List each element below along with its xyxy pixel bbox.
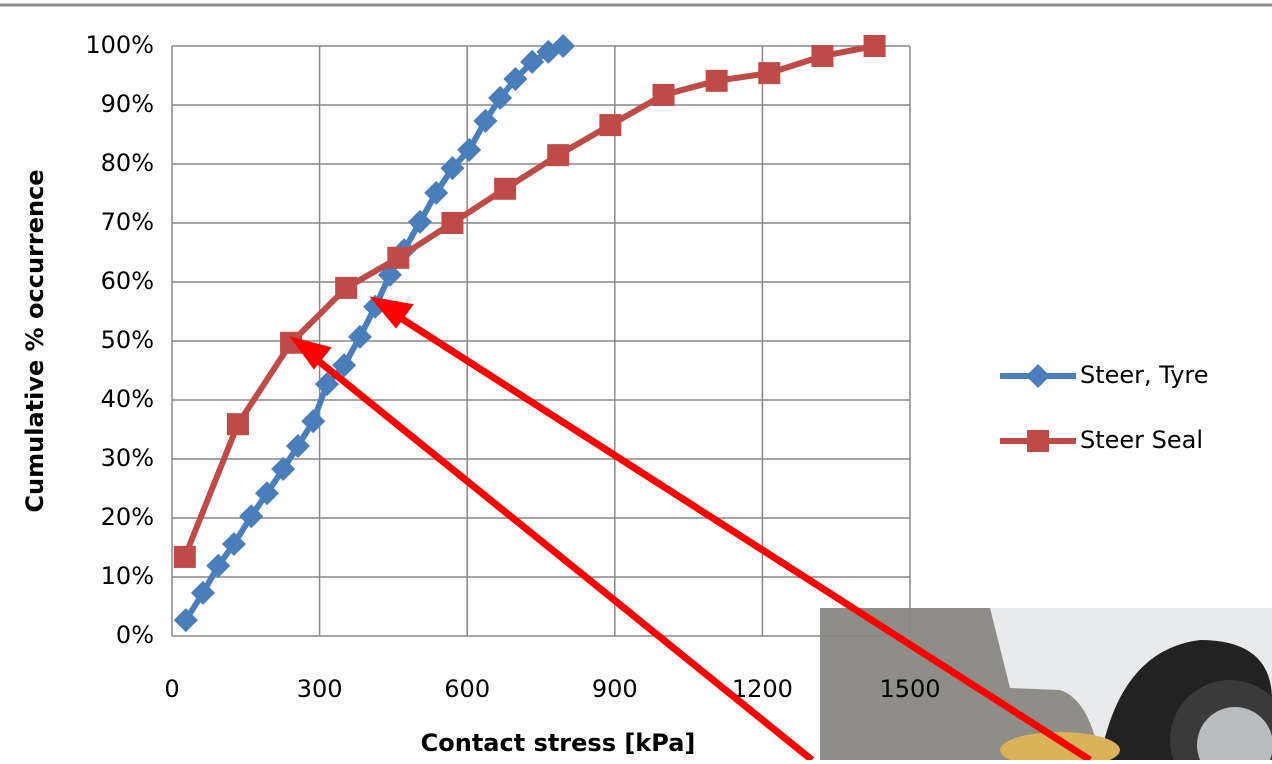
square-marker bbox=[547, 144, 570, 167]
y-tick-label: 60% bbox=[101, 267, 154, 295]
square-marker bbox=[173, 545, 196, 568]
series-line bbox=[182, 43, 876, 559]
plot-area: 0% 10% 20% 30% 40% 50% 60% 70% 80% 90% 100% 0 300 600… bbox=[85, 31, 1208, 703]
square-marker bbox=[811, 45, 834, 68]
y-tick-label: 80% bbox=[101, 149, 154, 177]
diamond-marker bbox=[440, 156, 465, 181]
y-tick-label: 70% bbox=[101, 208, 154, 236]
diamond-marker bbox=[332, 353, 357, 378]
diamond-marker bbox=[488, 85, 513, 110]
square-marker bbox=[758, 62, 781, 85]
diamond-marker bbox=[173, 608, 198, 633]
square-marker bbox=[387, 246, 410, 269]
diamond-marker bbox=[314, 372, 339, 397]
square-marker bbox=[494, 177, 517, 200]
diamond-marker bbox=[239, 504, 264, 529]
annotation-arrows bbox=[289, 296, 1092, 763]
x-tick-label: 300 bbox=[297, 675, 343, 703]
legend-label: Steer, Tyre bbox=[1080, 361, 1209, 389]
legend-label: Steer Seal bbox=[1080, 426, 1203, 454]
square-marker bbox=[863, 35, 886, 57]
x-tick-label: 1200 bbox=[732, 675, 793, 703]
diamond-marker bbox=[190, 580, 215, 605]
y-tick-label: 30% bbox=[101, 444, 154, 472]
diamond-marker bbox=[221, 531, 246, 556]
diamond-marker bbox=[520, 49, 545, 74]
square-marker bbox=[335, 276, 358, 299]
diamond-marker bbox=[254, 481, 279, 506]
diamond-marker bbox=[271, 457, 296, 482]
diamond-marker bbox=[473, 108, 498, 133]
diamond-marker bbox=[407, 209, 432, 234]
square-marker bbox=[441, 212, 464, 234]
y-tick-label: 40% bbox=[101, 385, 154, 413]
x-axis-label: Contact stress [kPa] bbox=[421, 729, 696, 757]
diamond-marker bbox=[503, 67, 528, 92]
diamond-marker bbox=[457, 137, 482, 162]
y-tick-label: 10% bbox=[101, 562, 154, 590]
square-marker bbox=[280, 331, 303, 354]
x-tick-label: 600 bbox=[444, 675, 490, 703]
y-tick-label: 20% bbox=[101, 503, 154, 531]
square-marker bbox=[599, 114, 622, 137]
square-marker bbox=[652, 83, 675, 106]
x-tick-label: 900 bbox=[592, 675, 638, 703]
y-tick-label: 0% bbox=[116, 621, 154, 649]
legend-marker bbox=[1027, 430, 1049, 452]
diamond-marker bbox=[285, 434, 310, 459]
x-tick-label: 0 bbox=[164, 675, 179, 703]
diamond-marker bbox=[301, 409, 326, 434]
x-tick-label: 1500 bbox=[879, 675, 940, 703]
legend-marker bbox=[1026, 364, 1050, 388]
y-tick-label: 90% bbox=[101, 90, 154, 118]
square-marker bbox=[705, 69, 728, 92]
diamond-marker bbox=[206, 553, 231, 578]
diamond-marker bbox=[424, 180, 449, 205]
y-tick-label: 100% bbox=[85, 31, 154, 59]
diamond-marker bbox=[347, 324, 372, 349]
square-marker bbox=[226, 413, 249, 436]
y-tick-label: 50% bbox=[101, 326, 154, 354]
series-line bbox=[183, 43, 565, 622]
y-axis-label: Cumulative % occurrence bbox=[21, 169, 49, 512]
diamond-marker bbox=[551, 34, 576, 58]
